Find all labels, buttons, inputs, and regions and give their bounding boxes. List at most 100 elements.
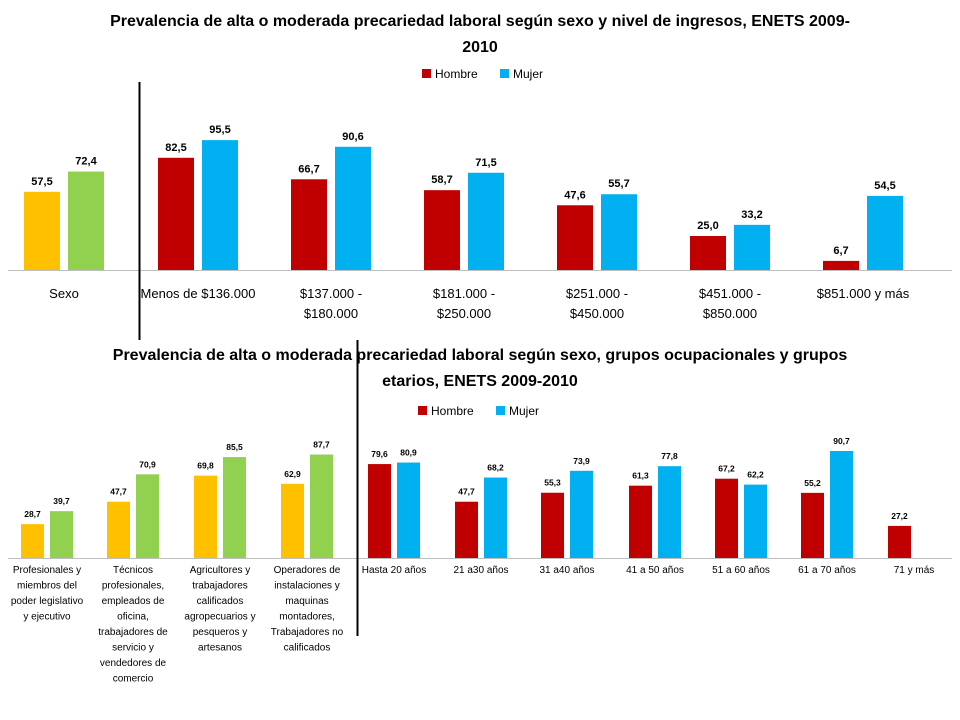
data-label: 47,7 — [110, 487, 127, 497]
data-label: 27,2 — [891, 511, 908, 521]
data-label: 79,6 — [371, 449, 388, 459]
bar — [281, 483, 304, 558]
bar — [50, 511, 73, 558]
data-label: 73,9 — [573, 456, 590, 466]
data-label: 55,7 — [608, 178, 629, 190]
category-label: profesionales, — [102, 581, 164, 592]
data-label: 47,7 — [458, 487, 475, 497]
category-label: Menos de $136.000 — [141, 286, 256, 301]
category-label: empleados de — [102, 596, 165, 607]
chart-title-line: Prevalencia de alta o moderada precaried… — [113, 347, 848, 364]
data-label: 68,2 — [487, 463, 504, 473]
income-chart: Prevalencia de alta o moderada precaried… — [8, 13, 952, 340]
data-label: 85,5 — [226, 442, 243, 452]
bar — [335, 146, 371, 270]
bar — [468, 172, 504, 270]
data-label: 72,4 — [75, 156, 97, 168]
data-label: 55,2 — [804, 478, 821, 488]
data-label: 28,7 — [24, 509, 41, 519]
bar — [455, 501, 478, 558]
data-label: 33,2 — [741, 209, 762, 221]
category-label: miembros del — [17, 581, 77, 592]
legend-swatch — [422, 69, 431, 78]
category-label: Profesionales y — [13, 565, 81, 576]
category-label: calificados — [197, 596, 244, 607]
data-label: 71,5 — [475, 157, 496, 169]
category-label: $250.000 — [437, 306, 491, 321]
data-label: 55,3 — [544, 478, 561, 488]
data-label: 66,7 — [298, 163, 319, 175]
category-label: maquinas — [285, 596, 328, 607]
category-label: 51 a 60 años — [712, 565, 770, 576]
category-label: $450.000 — [570, 306, 624, 321]
category-label: $850.000 — [703, 306, 757, 321]
bar — [368, 464, 391, 558]
legend-swatch — [418, 406, 427, 415]
bar — [601, 194, 637, 270]
data-label: 47,6 — [564, 189, 585, 201]
data-label: 95,5 — [209, 124, 230, 136]
category-label: trabajadores — [192, 581, 248, 592]
bar — [557, 205, 593, 270]
bar — [21, 524, 44, 558]
bar — [801, 492, 824, 558]
category-label: $180.000 — [304, 306, 358, 321]
category-label: poder legislativo — [11, 596, 84, 607]
bar — [830, 450, 853, 558]
category-label: $851.000 y más — [817, 286, 910, 301]
category-label: y ejecutivo — [23, 612, 71, 623]
category-label: agropecuarios y — [184, 612, 255, 623]
chart-title-line: etarios, ENETS 2009-2010 — [382, 373, 578, 390]
data-label: 54,5 — [874, 180, 895, 192]
bar — [194, 475, 217, 558]
data-label: 90,7 — [833, 436, 850, 446]
legend-swatch — [500, 69, 509, 78]
category-label: trabajadores de — [98, 627, 168, 638]
category-label: artesanos — [198, 643, 242, 654]
category-label: Técnicos — [113, 565, 153, 576]
bar — [867, 195, 903, 270]
data-label: 90,6 — [342, 131, 363, 143]
category-label: $451.000 - — [699, 286, 761, 301]
category-label: Agricultores y — [190, 565, 251, 576]
legend-label: Mujer — [513, 67, 543, 81]
data-label: 87,7 — [313, 440, 330, 450]
category-label: $137.000 - — [300, 286, 362, 301]
bar — [888, 525, 911, 558]
category-label: servicio y — [112, 643, 154, 654]
data-label: 82,5 — [165, 142, 186, 154]
bar — [658, 466, 681, 558]
category-label: montadores, — [279, 612, 335, 623]
data-label: 67,2 — [718, 464, 735, 474]
bar — [397, 462, 420, 558]
bar — [310, 454, 333, 558]
category-label: Hasta 20 años — [362, 565, 427, 576]
data-label: 61,3 — [632, 471, 649, 481]
chart-title-line: 2010 — [462, 39, 498, 56]
category-label: comercio — [113, 674, 154, 685]
bar — [715, 478, 738, 558]
category-label: Operadores de — [274, 565, 341, 576]
category-label: 31 a40 años — [539, 565, 594, 576]
category-label: calificados — [284, 643, 331, 654]
bar — [107, 501, 130, 558]
bar — [484, 477, 507, 558]
category-label: Sexo — [49, 286, 79, 301]
data-label: 58,7 — [431, 174, 452, 186]
category-label: $181.000 - — [433, 286, 495, 301]
data-label: 70,9 — [139, 459, 156, 469]
bar — [570, 470, 593, 558]
category-label: 41 a 50 años — [626, 565, 684, 576]
bar — [541, 492, 564, 558]
bar — [823, 260, 859, 270]
category-label: pesqueros y — [193, 627, 247, 638]
bar — [202, 140, 238, 270]
bar — [158, 157, 194, 270]
data-label: 77,8 — [661, 451, 678, 461]
bar — [629, 485, 652, 558]
data-label: 69,8 — [197, 461, 214, 471]
category-label: 61 a 70 años — [798, 565, 856, 576]
category-label: 71 y más — [894, 565, 935, 576]
chart-title-line: Prevalencia de alta o moderada precaried… — [110, 13, 850, 30]
